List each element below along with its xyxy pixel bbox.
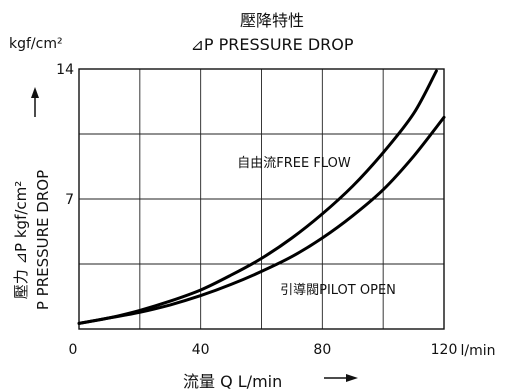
tick-labels: 0 40 80 120 7 14 — [56, 62, 457, 358]
series-line-pilot-open — [77, 115, 446, 325]
x-tick-label: 120 — [431, 342, 458, 358]
series — [77, 69, 446, 325]
y-axis-title-zh: 壓力 ⊿P kgf/cm² — [12, 181, 30, 300]
series-label-pilot-open: 引導閥PILOT OPEN — [280, 283, 396, 298]
chart-title-en: ⊿P PRESSURE DROP — [190, 35, 353, 54]
x-axis-arrow — [324, 374, 358, 382]
x-unit-label: l/min — [460, 343, 495, 359]
chart-title-zh: 壓降特性 — [240, 11, 304, 30]
series-line-free-flow — [77, 69, 438, 325]
y-axis-title-en: P PRESSURE DROP — [34, 170, 52, 310]
grid — [78, 68, 445, 330]
y-tick-label: 14 — [56, 62, 74, 78]
y-axis-arrow — [31, 87, 39, 117]
y-unit-label: kgf/cm² — [9, 36, 63, 52]
series-label-free-flow: 自由流FREE FLOW — [237, 156, 351, 171]
x-axis-title: 流量 Q L/min — [183, 372, 282, 391]
y-tick-label: 7 — [65, 192, 74, 208]
x-tick-label: 40 — [192, 342, 210, 358]
plot-frame — [78, 68, 445, 330]
series-labels: 自由流FREE FLOW 引導閥PILOT OPEN — [237, 156, 396, 298]
x-tick-label: 0 — [69, 342, 78, 358]
x-tick-label: 80 — [313, 342, 331, 358]
